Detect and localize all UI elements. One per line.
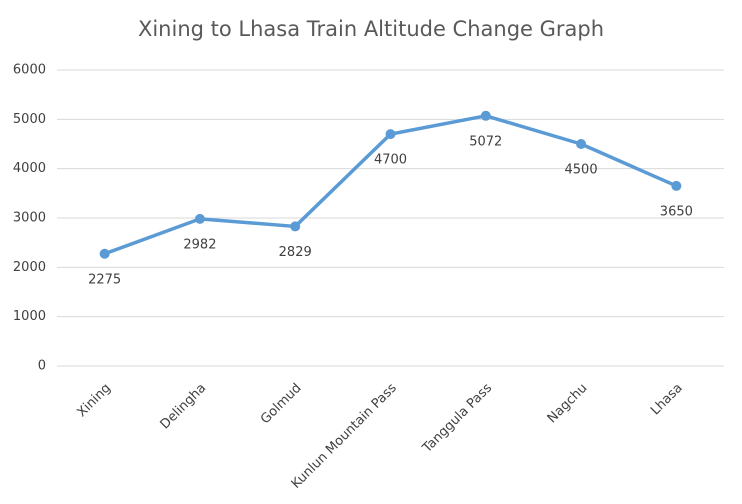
data-label: 5072 bbox=[469, 134, 502, 149]
y-tick-label: 6000 bbox=[13, 63, 46, 78]
data-label: 4700 bbox=[374, 153, 407, 168]
data-label: 2982 bbox=[183, 237, 216, 252]
y-tick-label: 1000 bbox=[13, 309, 46, 324]
y-tick-label: 0 bbox=[38, 359, 46, 374]
marker bbox=[290, 221, 301, 232]
data-label: 3650 bbox=[660, 204, 693, 219]
y-tick-label: 2000 bbox=[13, 260, 46, 275]
data-label: 2275 bbox=[88, 272, 121, 287]
y-tick-label: 4000 bbox=[13, 161, 46, 176]
chart-title: Xining to Lhasa Train Altitude Change Gr… bbox=[138, 17, 604, 41]
marker bbox=[385, 129, 396, 140]
data-label: 4500 bbox=[565, 163, 598, 178]
y-tick-label: 5000 bbox=[13, 112, 46, 127]
data-label: 2829 bbox=[279, 245, 312, 260]
marker bbox=[671, 180, 682, 191]
marker bbox=[576, 139, 587, 149]
marker bbox=[99, 248, 110, 259]
y-tick-label: 3000 bbox=[13, 211, 46, 226]
marker bbox=[194, 213, 205, 224]
marker bbox=[480, 110, 491, 121]
